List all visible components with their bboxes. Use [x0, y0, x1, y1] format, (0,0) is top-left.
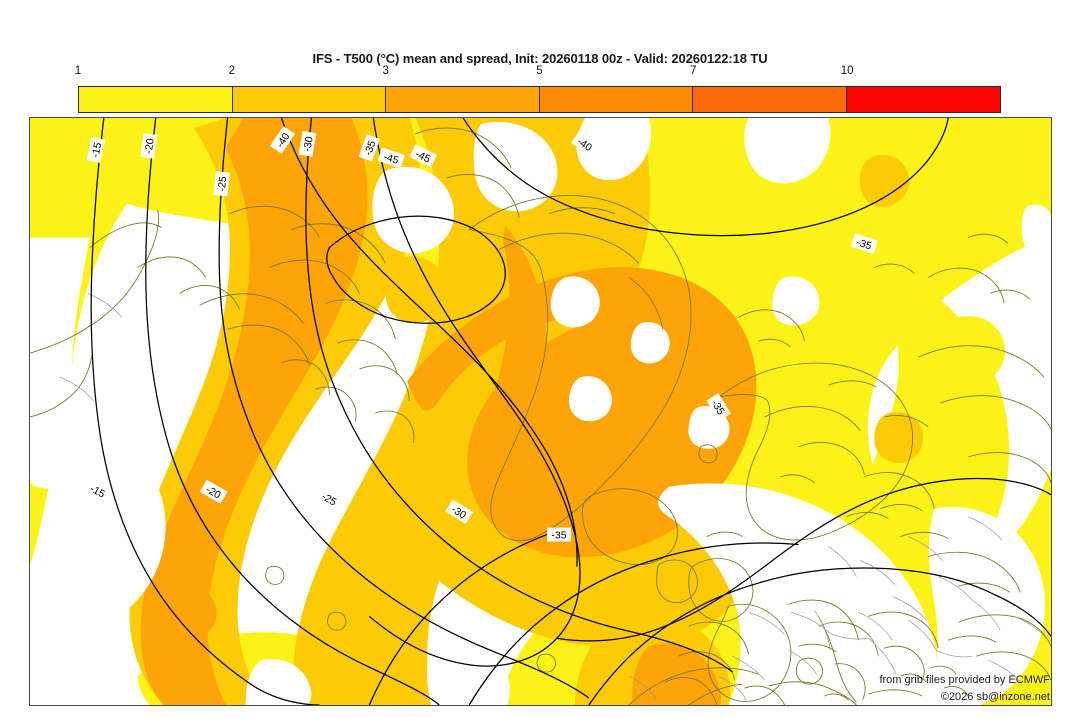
colorbar-segment-2	[232, 87, 386, 112]
colorbar-tick-10: 10	[840, 65, 854, 77]
contour-path--30	[305, 118, 734, 673]
spread-band-1-2-patch-a	[950, 316, 1006, 380]
spread-band-3-5-iberia	[632, 643, 722, 705]
coastline-layer	[30, 127, 1051, 705]
contour-path--35	[368, 118, 581, 667]
colorbar-tick-5: 5	[536, 65, 543, 77]
svg-text:-35: -35	[363, 139, 379, 157]
svg-text:-35: -35	[551, 531, 566, 542]
colorbar-tick-1: 1	[74, 65, 82, 77]
svg-text:-30: -30	[302, 136, 316, 153]
svg-text:-35: -35	[855, 237, 873, 252]
colorbar-tick-labels: 1 2 3 5 7 10	[74, 65, 1001, 83]
spread-band-3-5-greenland	[469, 225, 548, 495]
colorbar-tick-3: 3	[382, 65, 389, 77]
colorbar-segment-4	[539, 87, 693, 112]
contour-path--20	[145, 118, 440, 705]
colorbar-segment-3	[386, 87, 540, 112]
contour-layer	[90, 118, 1051, 705]
contour-path--25-lower	[368, 533, 548, 705]
svg-text:-15: -15	[90, 141, 104, 158]
svg-text:-25: -25	[217, 176, 230, 192]
spread-shading-layer	[30, 118, 1051, 705]
svg-text:-20: -20	[144, 138, 157, 155]
colorbar-segment-1	[79, 87, 233, 112]
svg-text:-45: -45	[382, 152, 400, 167]
page-title: IFS - T500 (°C) mean and spread, Init: 2…	[312, 51, 768, 66]
country-borders-layer	[59, 293, 1049, 701]
spread-band-2-3-patch-a	[385, 256, 446, 324]
map-panel: -15 -20 -25 -30	[29, 117, 1052, 706]
attribution-copyright: ©2026 sb@inzone.net	[940, 691, 1050, 703]
contour-path--45	[326, 215, 506, 324]
contour-path--25	[218, 118, 590, 699]
spread-band-2-3-patch-c	[874, 411, 924, 464]
contour-path--35-east	[556, 477, 1051, 642]
contour-path--15	[90, 118, 320, 705]
contour-path--40	[280, 118, 578, 567]
colorbar-tick-2: 2	[228, 65, 236, 77]
spread-band-2-3-b	[291, 118, 651, 705]
colorbar-gradient	[78, 86, 1001, 113]
colorbar: 1 2 3 5 7 10	[75, 65, 1001, 113]
spread-band-3-5-patch	[167, 585, 217, 639]
colorbar-tick-7: 7	[690, 65, 697, 77]
spread-band-2-3-patch-b	[859, 154, 910, 207]
colorbar-segment-5	[693, 87, 847, 112]
contour-path--30-lower	[468, 542, 799, 705]
colorbar-segment-6	[846, 87, 1000, 112]
attribution-source: from grib files provided by ECMWF	[879, 674, 1050, 686]
contour-path--40-arctic	[462, 118, 949, 237]
spread-band-3-5-core	[140, 118, 368, 705]
map-canvas: -15 -20 -25 -30	[30, 118, 1051, 705]
contour-path--35-lower	[588, 567, 1051, 705]
spread-below-threshold-holes	[30, 118, 1051, 705]
